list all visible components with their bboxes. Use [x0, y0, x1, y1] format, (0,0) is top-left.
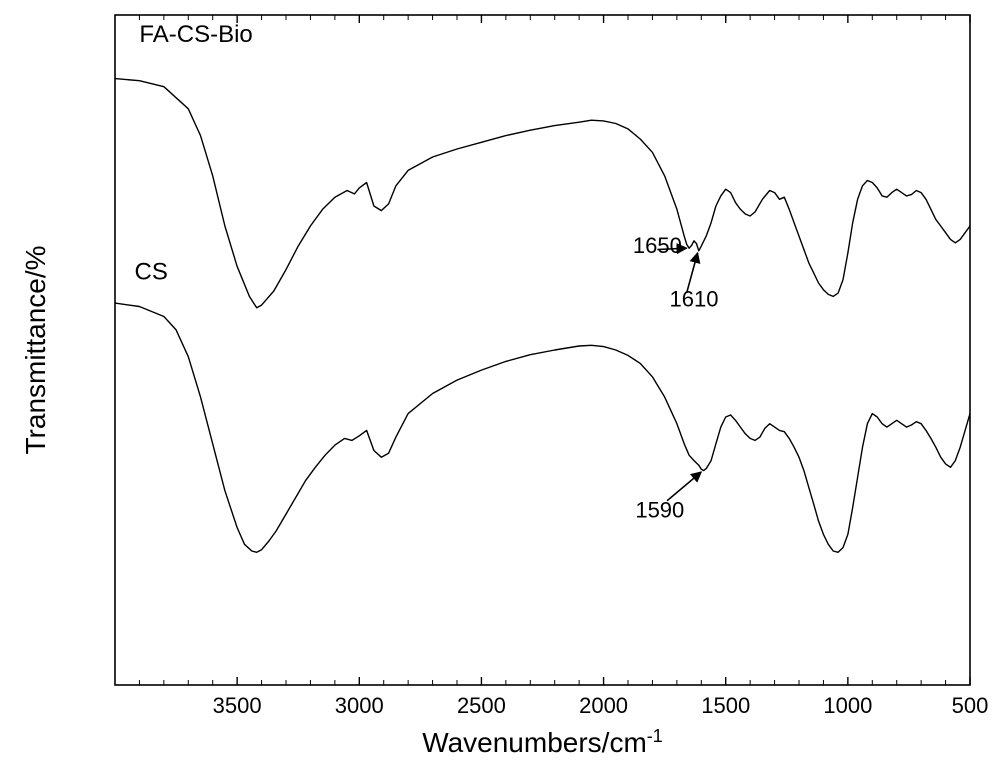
- plot-bg: [0, 0, 1000, 780]
- x-tick-label: 2000: [579, 693, 628, 718]
- series-label-CS: CS: [135, 259, 168, 286]
- x-tick-label: 500: [952, 693, 989, 718]
- x-axis-label: Wavenumbers/cm-1: [422, 726, 663, 758]
- annotation-label: 1650: [633, 233, 682, 258]
- x-tick-label: 1500: [701, 693, 750, 718]
- ftir-chart: 3500 3000 2500 2000 1500 1000 500 Wavenumbers/c…: [0, 0, 1000, 780]
- annotation-label: 1590: [635, 498, 684, 523]
- y-axis-label: Transmittance/%: [20, 245, 51, 454]
- series-label-FA-CS-Bio: FA-CS-Bio: [139, 21, 252, 48]
- x-tick-label: 2500: [457, 693, 506, 718]
- x-tick-label: 3500: [213, 693, 262, 718]
- x-tick-label: 1000: [823, 693, 872, 718]
- x-tick-label: 3000: [335, 693, 384, 718]
- annotation-label: 1610: [670, 286, 719, 311]
